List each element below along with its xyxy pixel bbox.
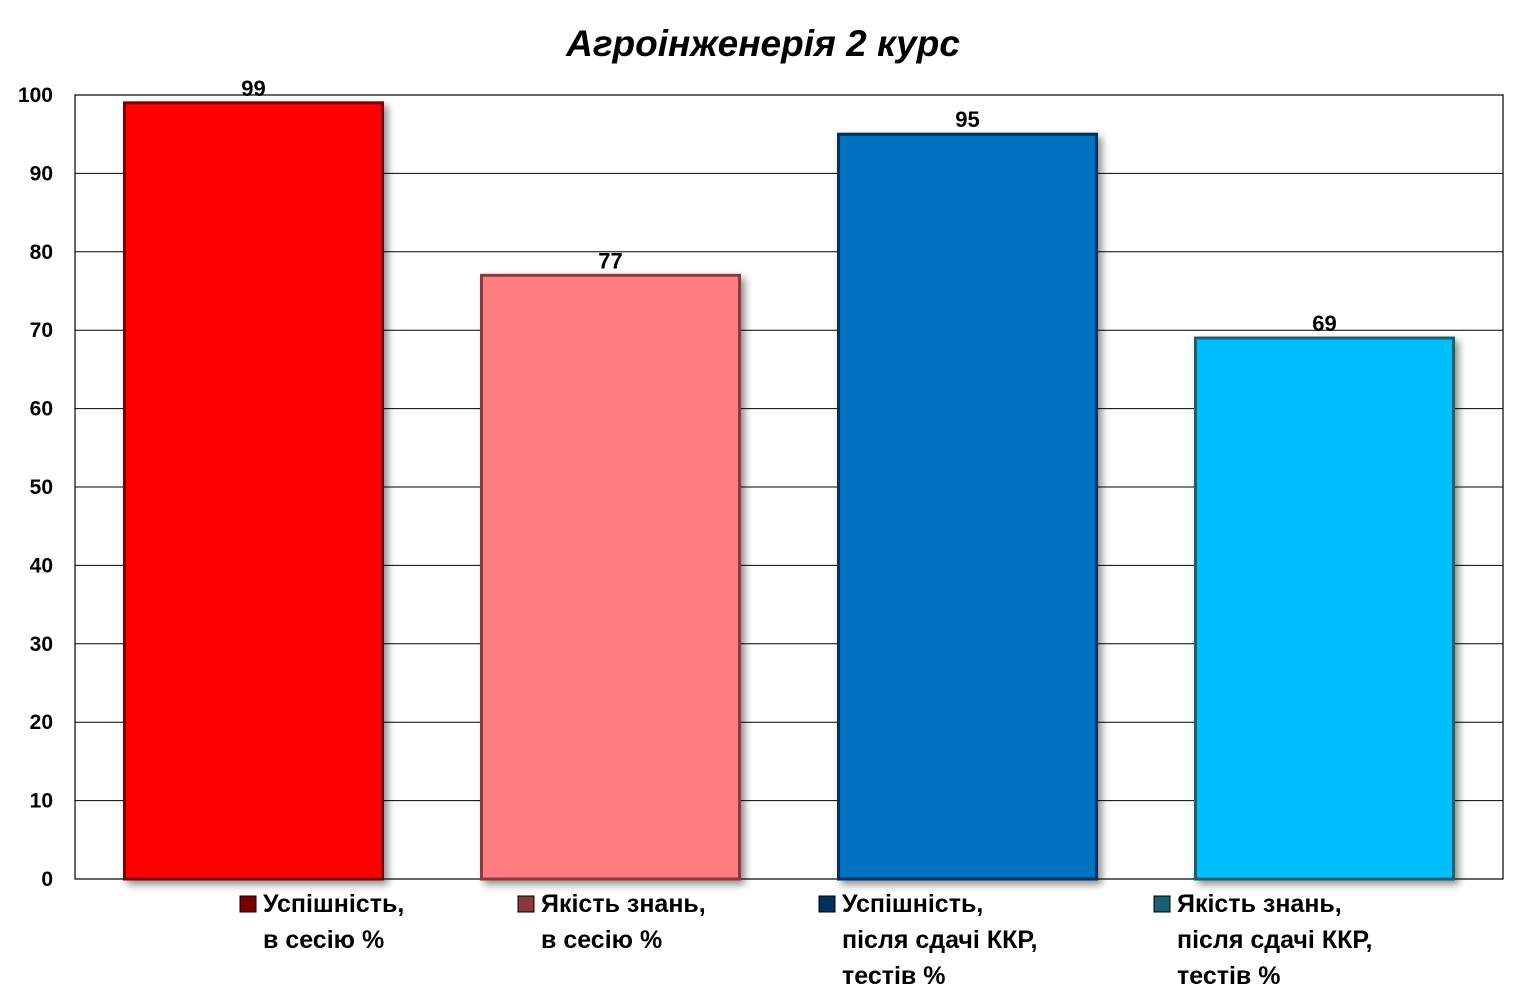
y-tick-label: 0: [41, 868, 53, 891]
y-tick-label: 70: [30, 319, 53, 342]
legend-label: тестів %: [842, 962, 945, 990]
legend-label: Якість знань,: [541, 890, 706, 918]
y-tick-label: 40: [30, 554, 53, 577]
y-tick-label: 100: [18, 84, 53, 107]
y-tick-label: 10: [30, 790, 53, 813]
y-tick-label: 50: [30, 476, 53, 499]
y-tick-label: 90: [30, 162, 53, 185]
y-tick-label: 20: [30, 711, 53, 734]
legend-label: тестів %: [1177, 962, 1280, 990]
legend-swatch: [239, 895, 257, 913]
legend-label: після сдачі ККР,: [1177, 926, 1373, 954]
legend-item: Якість знань, після сдачі ККР, тестів %: [1153, 890, 1373, 990]
data-label: 95: [955, 107, 979, 132]
legend-label: в сесію %: [263, 926, 384, 954]
chart-title: Агроінженерія 2 курс: [565, 23, 960, 64]
legend: Успішність, в сесію % Якість знань, в сесію…: [239, 890, 1373, 990]
legend-item: Успішність, після сдачі ККР, тестів %: [818, 890, 1038, 990]
legend-item: Якість знань, в сесію %: [517, 890, 706, 954]
y-tick-label: 60: [30, 398, 53, 421]
bar: [1194, 336, 1455, 881]
legend-swatch: [818, 895, 836, 913]
legend-label: після сдачі ККР,: [842, 926, 1038, 954]
bar: [123, 101, 384, 881]
data-label: 99: [241, 76, 265, 101]
plot-frame: [74, 94, 1504, 880]
legend-item: Успішність, в сесію %: [239, 890, 404, 954]
data-label: 69: [1312, 311, 1336, 336]
legend-label: Успішність,: [263, 890, 404, 918]
legend-swatch: [1153, 895, 1171, 913]
plot-area: 0 10 20 30 40 50 60 70 80 90 100 99 77 95 69: [18, 76, 1504, 891]
y-tick-label: 30: [30, 633, 53, 656]
bar: [480, 273, 741, 881]
legend-label: в сесію %: [541, 926, 662, 954]
y-tick-label: 80: [30, 241, 53, 264]
legend-label: Якість знань,: [1177, 890, 1342, 918]
bar: [837, 132, 1098, 881]
legend-swatch: [517, 895, 535, 913]
legend-label: Успішність,: [842, 890, 983, 918]
data-label: 77: [598, 248, 622, 273]
